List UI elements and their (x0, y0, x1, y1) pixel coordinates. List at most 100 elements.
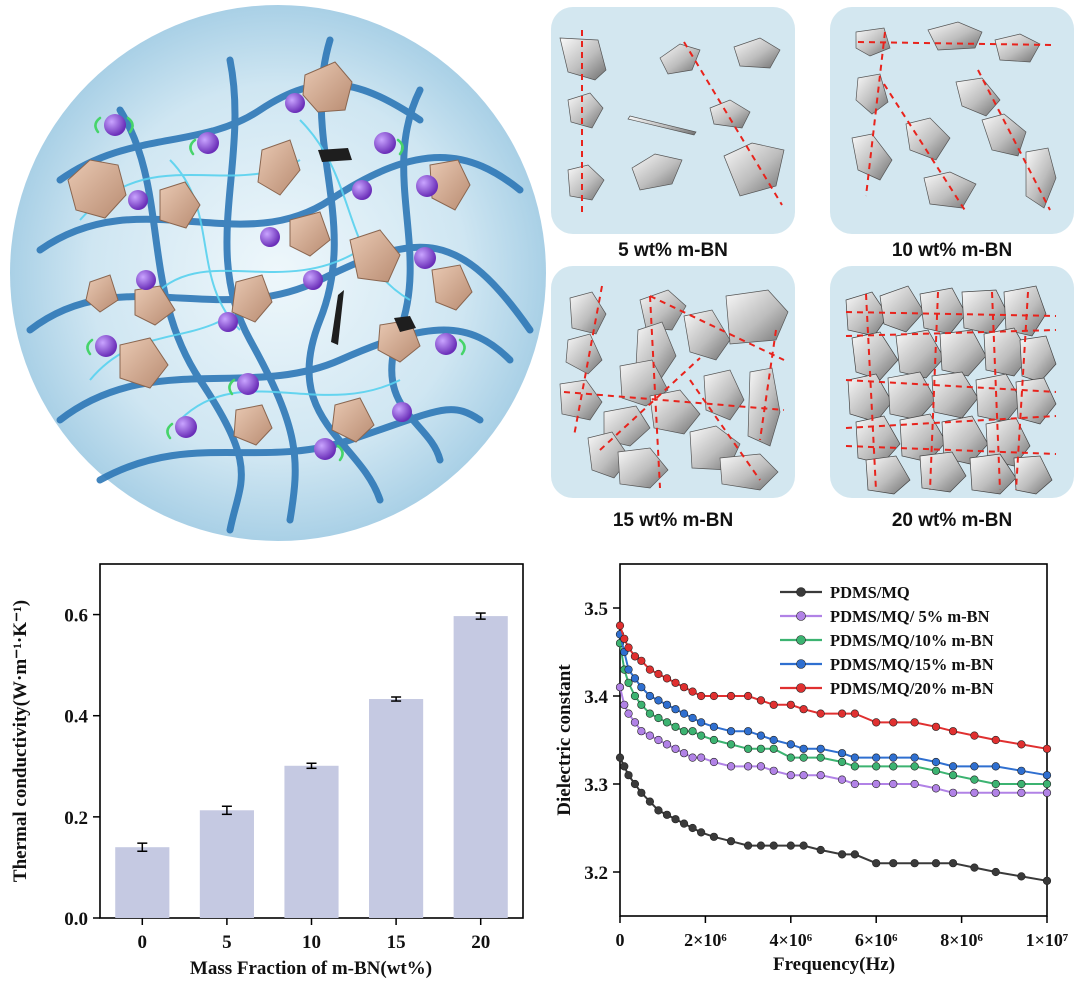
series-point (645, 731, 654, 740)
series-point (709, 832, 719, 841)
series-point (709, 722, 719, 731)
series-point (709, 757, 719, 767)
bar-x-tick-label: 10 (302, 932, 321, 953)
series-point (872, 718, 881, 727)
legend-label: PDMS/MQ/15% m-BN (830, 655, 994, 674)
bar-y-ticks: 0.0 0.2 0.4 0.6 (64, 606, 100, 930)
series-point (786, 753, 795, 762)
green-side-groups (86, 116, 466, 462)
series-point (931, 859, 941, 868)
panel-5wt (551, 7, 795, 234)
line-x-tick-label: 4×10⁶ (769, 930, 812, 950)
panel-label-20wt: 20 wt% m-BN (891, 510, 1013, 531)
series-point (1017, 788, 1026, 797)
series-point (637, 788, 646, 797)
series-point (756, 841, 766, 850)
bar-y-tick-label: 0.0 (64, 909, 88, 930)
line-y-tick-label: 3.4 (584, 687, 608, 708)
series-point (697, 753, 706, 762)
series-point (1042, 779, 1052, 789)
series-point (637, 656, 646, 665)
series-point (1017, 779, 1026, 789)
series-point (679, 683, 689, 692)
series-point (630, 674, 640, 683)
series-point (769, 744, 778, 753)
series-point (756, 744, 766, 753)
bar-x-tick-label: 0 (138, 932, 148, 953)
series-point (769, 841, 778, 850)
series-point (624, 643, 633, 652)
series-point (645, 691, 654, 701)
series-point (786, 740, 795, 749)
series-point (645, 709, 654, 718)
series-point (991, 867, 1000, 877)
series-point (688, 713, 697, 723)
bar-x-tick-label: 20 (471, 932, 490, 953)
series-point (991, 735, 1000, 745)
series-point (769, 700, 778, 709)
legend-label: PDMS/MQ/ 5% m-BN (830, 607, 990, 626)
series-point (931, 766, 941, 775)
series-point (743, 841, 753, 850)
line-plot-frame (619, 563, 1048, 917)
series-point (654, 696, 663, 705)
panel-label-10wt: 10 wt% m-BN (891, 240, 1013, 261)
series-point (872, 779, 881, 789)
series-point (654, 735, 663, 745)
series-point (743, 744, 753, 753)
series-point (1042, 876, 1052, 885)
series-point (697, 691, 706, 701)
series-point (786, 841, 795, 850)
series-point (850, 779, 859, 789)
series-point (970, 762, 979, 771)
series-point (889, 762, 898, 771)
legend-swatch-marker (796, 683, 806, 693)
series-point (630, 652, 640, 661)
series-point (726, 691, 736, 701)
series-point (615, 753, 625, 762)
series-point (769, 766, 778, 775)
panel-label-15wt: 15 wt% m-BN (612, 510, 734, 531)
series-point (743, 691, 753, 701)
dispersion-panels (551, 7, 1074, 498)
series-point (1017, 872, 1026, 881)
series-point (620, 762, 629, 771)
series-point (688, 727, 697, 736)
series-point (1017, 740, 1026, 749)
series-point (948, 771, 958, 780)
series-point (948, 727, 958, 736)
series-point (709, 735, 719, 745)
series-point (991, 762, 1000, 771)
series-point (837, 775, 847, 784)
line-x-tick-label: 1×10⁷ (1026, 930, 1069, 950)
series-point (850, 850, 859, 859)
bar-x-tick-label: 5 (222, 932, 232, 953)
series-point (726, 727, 736, 736)
series-point (662, 674, 672, 683)
series-point (910, 718, 919, 727)
thermal-conductivity-bar-chart: 0.0 0.2 0.4 0.6 0 5 10 15 20 Mass Fraction of m… (10, 563, 524, 979)
legend-swatch-marker (796, 611, 806, 621)
line-y-tick-label: 3.3 (584, 775, 608, 796)
line-y-tick-label: 3.5 (584, 599, 608, 620)
series-point (948, 788, 958, 797)
series-point (671, 705, 680, 714)
series-point (837, 749, 847, 758)
line-series-group (615, 621, 1052, 885)
series-point (931, 757, 941, 767)
series-point (970, 788, 979, 797)
series-point (756, 731, 766, 740)
series-point (654, 713, 663, 723)
series-point (756, 696, 766, 705)
series-point (910, 859, 919, 868)
series-point (637, 727, 646, 736)
series-point (816, 753, 825, 762)
series-point (726, 740, 736, 749)
series-point (637, 683, 646, 692)
legend-swatch-marker (796, 635, 806, 645)
legend-swatch-marker (796, 659, 806, 669)
network-sphere (10, 5, 546, 541)
line-x-tick-label: 6×10⁶ (855, 930, 898, 950)
series-point (889, 859, 898, 868)
series-point (697, 828, 706, 837)
